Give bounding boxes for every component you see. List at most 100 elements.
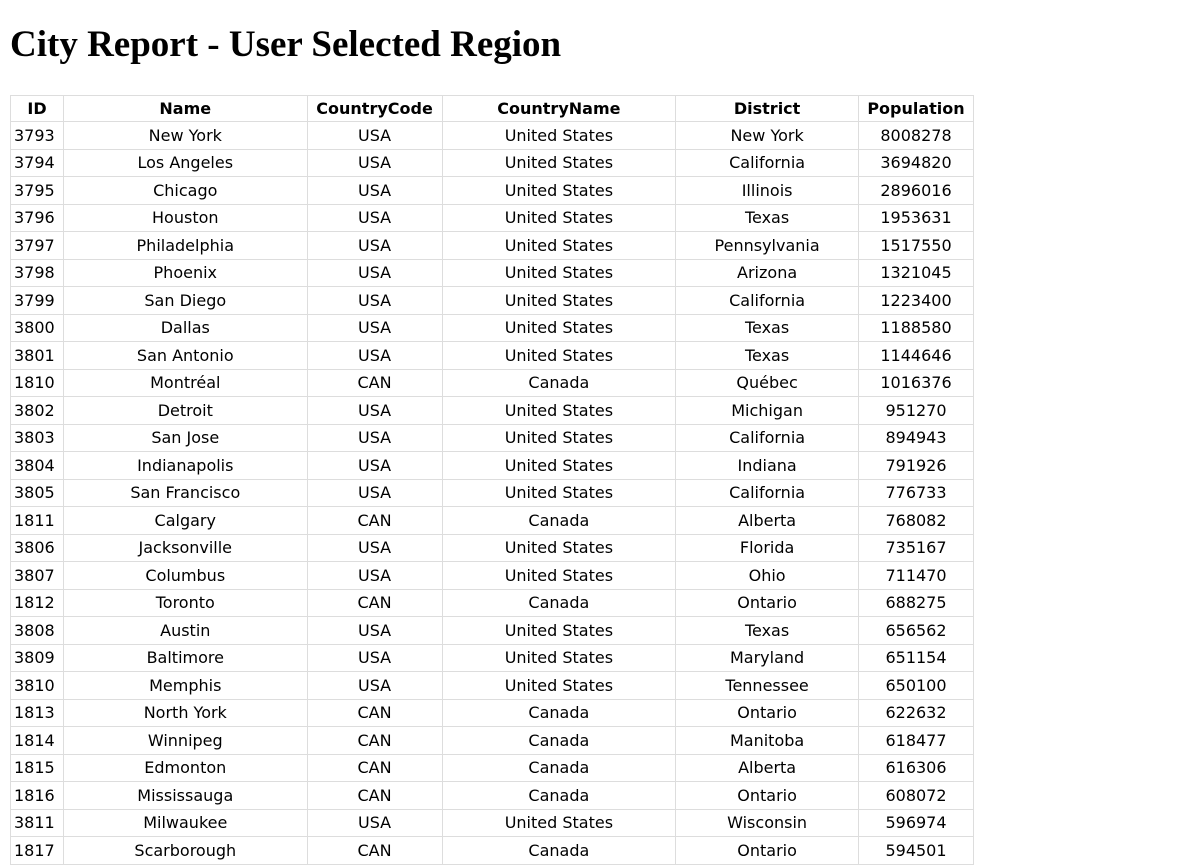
cell-country-name: Canada: [441, 781, 677, 810]
cell-country-name: Canada: [441, 726, 677, 755]
cell-country-code: CAN: [306, 698, 443, 727]
cell-country-name: United States: [441, 643, 677, 672]
cell-population: 1144646: [857, 341, 975, 370]
cell-name: Winnipeg: [62, 726, 308, 755]
cell-name: Dallas: [62, 313, 308, 342]
cell-name: Memphis: [62, 671, 308, 700]
cell-country-name: United States: [441, 341, 677, 370]
cell-country-name: United States: [441, 423, 677, 452]
cell-country-code: USA: [306, 451, 443, 480]
city-report-table: ID Name CountryCode CountryName District…: [10, 95, 975, 865]
cell-country-code: CAN: [306, 368, 443, 397]
cell-country-name: United States: [441, 313, 677, 342]
cell-population: 2896016: [857, 176, 975, 205]
cell-country-code: CAN: [306, 781, 443, 810]
table-row: 3811 Milwaukee USA United States Wisconsin 59…: [10, 808, 975, 837]
cell-country-code: USA: [306, 286, 443, 315]
table-row: 3801 San Antonio USA United States Texas 1144…: [10, 341, 975, 370]
column-header-id: ID: [10, 95, 64, 122]
table-row: 3808 Austin USA United States Texas 656562: [10, 616, 975, 645]
cell-district: Maryland: [675, 643, 859, 672]
cell-district: California: [675, 423, 859, 452]
cell-population: 1321045: [857, 258, 975, 287]
cell-name: Baltimore: [62, 643, 308, 672]
cell-name: Philadelphia: [62, 231, 308, 260]
cell-name: San Jose: [62, 423, 308, 452]
cell-name: Phoenix: [62, 258, 308, 287]
cell-country-code: USA: [306, 341, 443, 370]
cell-country-code: USA: [306, 231, 443, 260]
cell-district: Illinois: [675, 176, 859, 205]
table-row: 3803 San Jose USA United States California 89…: [10, 423, 975, 452]
page-title: City Report - User Selected Region: [10, 24, 562, 65]
cell-id: 1815: [10, 753, 64, 782]
cell-id: 3807: [10, 561, 64, 590]
cell-country-name: United States: [441, 176, 677, 205]
cell-district: Texas: [675, 341, 859, 370]
cell-population: 1517550: [857, 231, 975, 260]
cell-id: 1817: [10, 836, 64, 865]
column-header-district: District: [675, 95, 859, 122]
table-row: 3802 Detroit USA United States Michigan 95127…: [10, 396, 975, 425]
cell-district: Ontario: [675, 781, 859, 810]
cell-population: 1953631: [857, 203, 975, 232]
cell-district: Ohio: [675, 561, 859, 590]
cell-country-code: CAN: [306, 836, 443, 865]
cell-country-name: Canada: [441, 506, 677, 535]
cell-population: 650100: [857, 671, 975, 700]
table-row: 3807 Columbus USA United States Ohio 711470: [10, 561, 975, 590]
cell-population: 596974: [857, 808, 975, 837]
cell-country-name: Canada: [441, 836, 677, 865]
cell-country-code: USA: [306, 148, 443, 177]
cell-id: 1811: [10, 506, 64, 535]
cell-country-code: USA: [306, 396, 443, 425]
table-row: 3798 Phoenix USA United States Arizona 132104…: [10, 258, 975, 287]
cell-country-code: CAN: [306, 753, 443, 782]
cell-country-code: USA: [306, 533, 443, 562]
cell-country-name: United States: [441, 808, 677, 837]
cell-id: 1814: [10, 726, 64, 755]
table-row: 3796 Houston USA United States Texas 1953631: [10, 203, 975, 232]
table-row: 1817 Scarborough CAN Canada Ontario 594501: [10, 836, 975, 865]
cell-name: New York: [62, 121, 308, 150]
cell-population: 616306: [857, 753, 975, 782]
cell-country-name: United States: [441, 286, 677, 315]
cell-id: 1816: [10, 781, 64, 810]
cell-id: 3798: [10, 258, 64, 287]
cell-district: Ontario: [675, 588, 859, 617]
table-row: 1815 Edmonton CAN Canada Alberta 616306: [10, 753, 975, 782]
cell-country-name: United States: [441, 203, 677, 232]
table-row: 1811 Calgary CAN Canada Alberta 768082: [10, 506, 975, 535]
cell-id: 3793: [10, 121, 64, 150]
cell-district: Tennessee: [675, 671, 859, 700]
table-row: 1816 Mississauga CAN Canada Ontario 608072: [10, 781, 975, 810]
cell-country-name: United States: [441, 148, 677, 177]
cell-country-name: United States: [441, 451, 677, 480]
cell-name: Toronto: [62, 588, 308, 617]
table-row: 3804 Indianapolis USA United States Indiana 7…: [10, 451, 975, 480]
cell-country-code: USA: [306, 313, 443, 342]
table-row: 3793 New York USA United States New York 8008…: [10, 121, 975, 150]
cell-country-code: USA: [306, 478, 443, 507]
cell-name: Austin: [62, 616, 308, 645]
cell-country-name: United States: [441, 616, 677, 645]
cell-district: Alberta: [675, 506, 859, 535]
cell-country-name: United States: [441, 396, 677, 425]
cell-name: Montréal: [62, 368, 308, 397]
cell-country-name: United States: [441, 478, 677, 507]
cell-district: Manitoba: [675, 726, 859, 755]
cell-id: 3811: [10, 808, 64, 837]
cell-district: Texas: [675, 616, 859, 645]
cell-name: San Diego: [62, 286, 308, 315]
cell-name: Chicago: [62, 176, 308, 205]
cell-country-code: USA: [306, 121, 443, 150]
cell-population: 894943: [857, 423, 975, 452]
cell-population: 618477: [857, 726, 975, 755]
cell-name: San Antonio: [62, 341, 308, 370]
cell-name: Edmonton: [62, 753, 308, 782]
cell-name: Indianapolis: [62, 451, 308, 480]
cell-district: Texas: [675, 203, 859, 232]
cell-district: Pennsylvania: [675, 231, 859, 260]
cell-population: 768082: [857, 506, 975, 535]
cell-name: North York: [62, 698, 308, 727]
